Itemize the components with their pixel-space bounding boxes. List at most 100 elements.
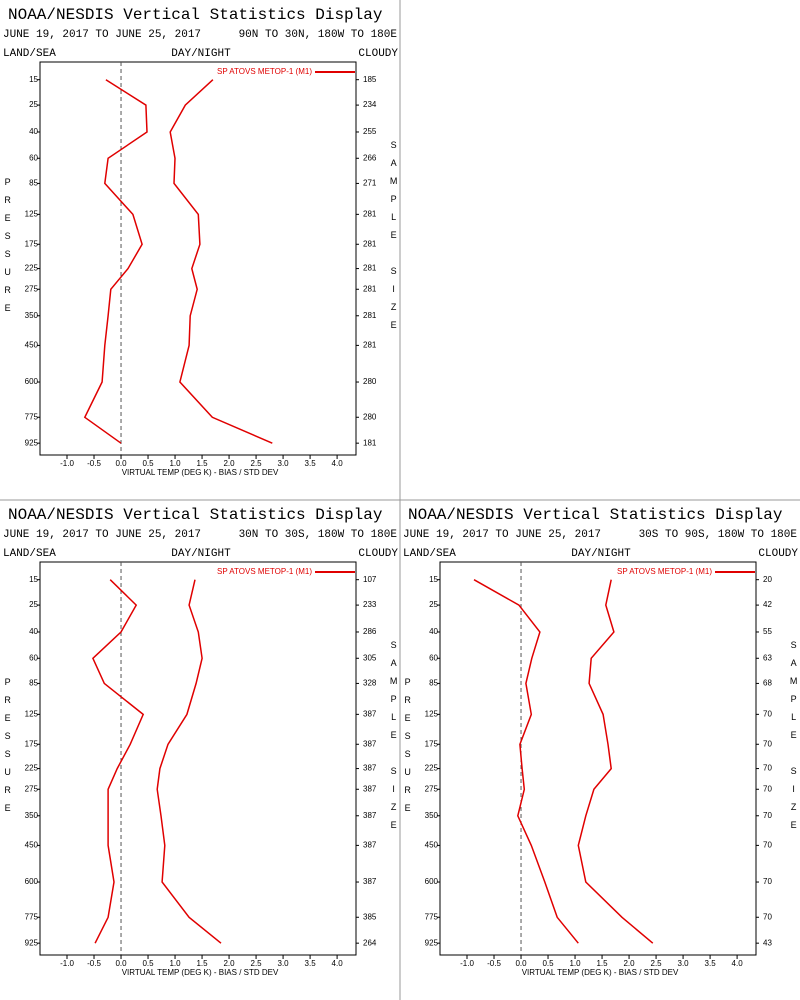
region: 30S TO 90S, 180W TO 180E <box>639 529 798 541</box>
sample-size: 43 <box>763 938 772 947</box>
land-sea: LAND/SEA <box>3 548 56 560</box>
y-tick-label: 450 <box>25 841 39 850</box>
panel: NOAA/NESDIS Vertical Statistics Display J… <box>3 6 399 477</box>
y-tick-label: 15 <box>429 575 438 584</box>
chart-title: NOAA/NESDIS Vertical Statistics Display <box>8 6 383 24</box>
y-tick-label: 60 <box>429 653 438 662</box>
plot-frame <box>39 561 357 956</box>
bias-line <box>91 579 145 944</box>
y-tick-label: 775 <box>25 412 39 421</box>
y-tick-label: 15 <box>29 575 38 584</box>
sample-size: 70 <box>763 841 772 850</box>
y-tick-label: 225 <box>425 764 439 773</box>
y-tick-label: 25 <box>429 600 438 609</box>
sample-size: 70 <box>763 811 772 820</box>
y-tick-label: 600 <box>25 877 39 886</box>
region: 30N TO 30S, 180W TO 180E <box>239 529 398 541</box>
x-tick-label: 1.5 <box>196 459 208 468</box>
x-tick-label: 3.5 <box>705 959 717 968</box>
y-tick-label: 85 <box>29 179 38 188</box>
sample-size: 281 <box>363 284 377 293</box>
y-tick-label: 175 <box>25 239 39 248</box>
x-tick-label: 2.0 <box>223 959 235 968</box>
sample-size: 387 <box>363 841 377 850</box>
y2-axis-label: SAMPLE SIZE <box>389 140 399 338</box>
sample-size: 70 <box>763 912 772 921</box>
x-tick-label: 4.0 <box>332 959 344 968</box>
x-tick-label: 0.0 <box>515 959 527 968</box>
sample-size: 387 <box>363 784 377 793</box>
x-tick-label: 2.5 <box>651 959 663 968</box>
x-tick-label: 0.5 <box>142 959 154 968</box>
x-tick-label: -0.5 <box>487 959 501 968</box>
y-axis-label: PRESSURE <box>403 677 413 821</box>
x-axis-label: VIRTUAL TEMP (DEG K) - BIAS / STD DEV <box>522 968 679 977</box>
sample-size: 305 <box>363 653 377 662</box>
y-tick-label: 85 <box>429 679 438 688</box>
y-tick-label: 125 <box>25 709 39 718</box>
y-tick-label: 25 <box>29 100 38 109</box>
y-tick-label: 60 <box>29 653 38 662</box>
y-tick-label: 925 <box>25 438 39 447</box>
sample-size: 55 <box>763 627 772 636</box>
bias-line <box>83 79 148 444</box>
chart-title: NOAA/NESDIS Vertical Statistics Display <box>408 506 783 524</box>
x-axis-label: VIRTUAL TEMP (DEG K) - BIAS / STD DEV <box>122 468 279 477</box>
date-range: JUNE 19, 2017 TO JUNE 25, 2017 <box>3 529 201 541</box>
y-tick-label: 350 <box>25 811 39 820</box>
y-tick-label: 40 <box>29 627 38 636</box>
sample-size: 385 <box>363 912 377 921</box>
y-axis-label: PRESSURE <box>3 177 13 321</box>
sample-size: 281 <box>363 341 377 350</box>
x-tick-label: 0.0 <box>115 959 127 968</box>
sample-size: 63 <box>763 653 772 662</box>
x-tick-label: -1.0 <box>60 459 74 468</box>
y-tick-label: 450 <box>25 341 39 350</box>
legend-label: SP ATOVS METOP-1 (M1) <box>217 567 312 576</box>
panel: NOAA/NESDIS Vertical Statistics Display J… <box>403 506 799 977</box>
x-tick-label: 1.0 <box>169 959 181 968</box>
y2-axis-label: SAMPLE SIZE <box>789 640 799 838</box>
y-tick-label: 60 <box>29 153 38 162</box>
panel: NOAA/NESDIS Vertical Statistics Display J… <box>3 506 399 977</box>
sample-size: 271 <box>363 179 377 188</box>
x-tick-label: 0.0 <box>115 459 127 468</box>
sample-size: 255 <box>363 127 377 136</box>
cloud: CLOUDY <box>758 548 798 560</box>
sample-size: 387 <box>363 811 377 820</box>
sample-size: 234 <box>363 100 377 109</box>
sample-size: 70 <box>763 784 772 793</box>
x-tick-label: -0.5 <box>87 459 101 468</box>
y-tick-label: 40 <box>429 627 438 636</box>
y-tick-label: 85 <box>29 679 38 688</box>
y-tick-label: 175 <box>425 739 439 748</box>
sample-size: 280 <box>363 412 377 421</box>
sample-size: 70 <box>763 709 772 718</box>
y-tick-label: 350 <box>425 811 439 820</box>
sample-size: 387 <box>363 877 377 886</box>
x-tick-label: 4.0 <box>732 959 744 968</box>
plot-frame <box>39 61 357 456</box>
day-night: DAY/NIGHT <box>171 548 231 560</box>
y-tick-label: 775 <box>425 912 439 921</box>
legend-label: SP ATOVS METOP-1 (M1) <box>617 567 712 576</box>
day-night: DAY/NIGHT <box>171 48 231 60</box>
y-tick-label: 925 <box>425 938 439 947</box>
y-tick-label: 925 <box>25 938 39 947</box>
y-tick-label: 225 <box>25 764 39 773</box>
x-axis-label: VIRTUAL TEMP (DEG K) - BIAS / STD DEV <box>122 968 279 977</box>
x-tick-label: 2.5 <box>251 459 263 468</box>
date-range: JUNE 19, 2017 TO JUNE 25, 2017 <box>3 29 201 41</box>
y-tick-label: 25 <box>29 600 38 609</box>
sample-size: 387 <box>363 739 377 748</box>
x-tick-label: -1.0 <box>60 959 74 968</box>
sample-size: 233 <box>363 600 377 609</box>
x-tick-label: 1.5 <box>596 959 608 968</box>
sample-size: 286 <box>363 627 377 636</box>
y-tick-label: 15 <box>29 75 38 84</box>
y-tick-label: 275 <box>25 784 39 793</box>
sample-size: 264 <box>363 938 377 947</box>
std-dev-line <box>169 79 273 444</box>
sample-size: 70 <box>763 877 772 886</box>
sample-size: 281 <box>363 239 377 248</box>
